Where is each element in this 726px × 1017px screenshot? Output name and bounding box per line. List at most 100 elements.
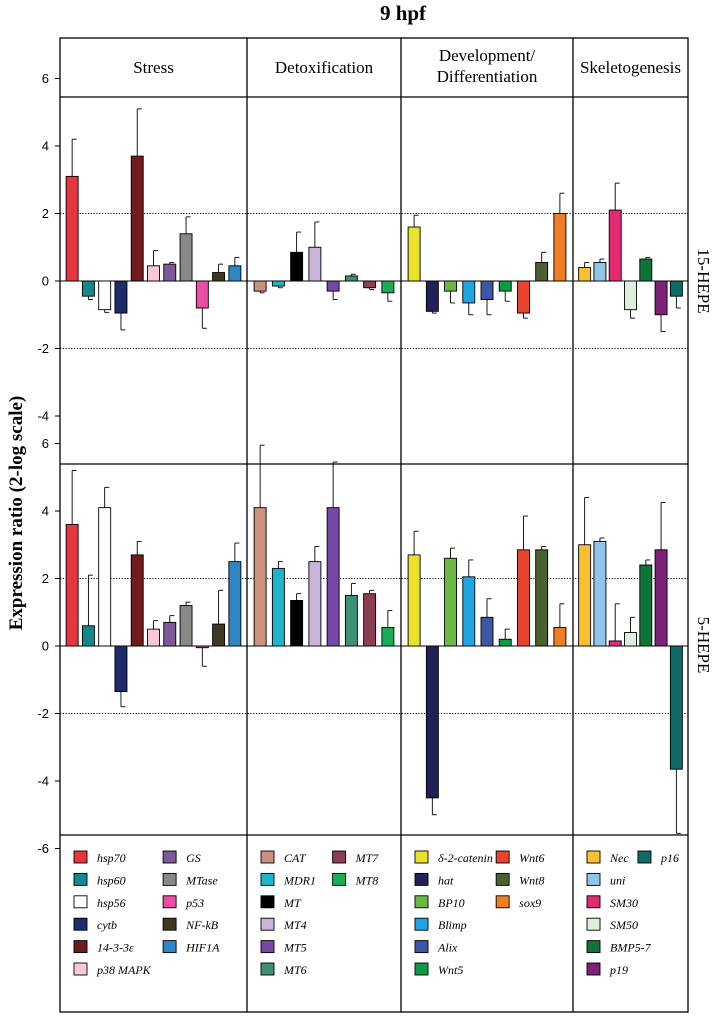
- legend-swatch: [586, 850, 601, 864]
- bar-wnt5: [498, 638, 512, 647]
- bar-nf-kb: [212, 623, 226, 647]
- legend-swatch: [260, 962, 275, 976]
- legend-swatch: [332, 850, 347, 864]
- y-axis-label: Expression ratio (2-log scale): [6, 396, 27, 631]
- bar-mt5: [326, 507, 340, 647]
- bar-hif1a: [228, 561, 242, 647]
- bar-hsp70: [65, 175, 79, 282]
- bar-wnt5: [498, 280, 512, 292]
- bar-cytb: [114, 280, 128, 314]
- bar-mt7: [363, 280, 377, 289]
- category-label: Stress: [133, 58, 174, 77]
- chart-title: 9 hpf: [380, 1, 427, 25]
- legend-label: MT5: [283, 941, 307, 955]
- bar-mt5: [326, 280, 340, 292]
- category-label: Differentiation: [437, 67, 538, 86]
- legend-swatch: [495, 850, 510, 864]
- y-tick-label: -2: [37, 341, 49, 356]
- bar-mt8: [381, 626, 395, 647]
- legend-label: BP10: [438, 896, 465, 910]
- legend-swatch: [586, 872, 601, 886]
- bar-mtase: [179, 605, 193, 647]
- legend-label: Wnt8: [519, 873, 544, 887]
- bar-bmp5-7: [639, 564, 653, 647]
- legend-label: Alix: [437, 941, 458, 955]
- bar-cat: [253, 280, 267, 292]
- bar-p53: [195, 280, 209, 309]
- bar-bp10: [444, 557, 458, 647]
- legend-swatch: [260, 872, 275, 886]
- legend-swatch: [332, 872, 347, 886]
- bar-hif1a: [228, 265, 242, 282]
- bar-mt: [290, 251, 304, 282]
- bar-uni: [593, 540, 607, 647]
- legend-label: cytb: [97, 918, 117, 932]
- bar-sox9: [553, 626, 567, 647]
- bar-cytb: [114, 645, 128, 693]
- legend-swatch: [414, 872, 429, 886]
- legend-label: Nec: [609, 851, 629, 865]
- y-tick-label: 4: [42, 139, 49, 154]
- y-tick-label: -2: [37, 706, 49, 721]
- legend-label: δ-2-catenin: [438, 851, 493, 865]
- legend-label: MDR1: [283, 873, 316, 887]
- bar-p19: [654, 549, 668, 647]
- legend-swatch: [162, 917, 177, 931]
- legend-label: HIF1A: [185, 941, 220, 955]
- bar-p16: [669, 645, 683, 770]
- legend-swatch: [260, 917, 275, 931]
- legend-swatch: [586, 962, 601, 976]
- bar-hsp56: [98, 280, 112, 311]
- legend-swatch: [73, 962, 88, 976]
- legend-label: Blimp: [438, 918, 467, 932]
- y-tick-label: -4: [37, 774, 49, 789]
- legend-label: 14-3-3ε: [97, 941, 134, 955]
- bar-blimp: [462, 280, 476, 304]
- bar-mt6: [344, 275, 358, 282]
- bar-wnt6: [516, 280, 530, 314]
- bar-wnt8: [535, 261, 549, 282]
- y-tick-label: 6: [42, 436, 49, 451]
- legend-label: sox9: [519, 896, 541, 910]
- bar-alix: [480, 280, 494, 301]
- legend-swatch: [260, 895, 275, 909]
- bar-alix: [480, 616, 494, 647]
- bar-gs: [163, 263, 177, 282]
- y-tick-label: 0: [42, 639, 49, 654]
- treatment-label-bottom: 5-HEPE: [694, 617, 713, 674]
- bar-hsp60: [81, 625, 95, 647]
- bar-bmp5-7: [639, 258, 653, 282]
- bar-mt8: [381, 280, 395, 294]
- bar-mt6: [344, 594, 358, 647]
- bar-blimp: [462, 576, 476, 647]
- bar-hat: [425, 280, 439, 312]
- legend-swatch: [586, 940, 601, 954]
- legend-swatch: [260, 940, 275, 954]
- bar-sm30: [608, 209, 622, 282]
- legend-label: CAT: [284, 851, 307, 865]
- bar-sox9: [553, 213, 567, 282]
- legend-label: p16: [660, 851, 679, 865]
- y-tick-label: 2: [42, 206, 49, 221]
- legend-swatch: [73, 895, 88, 909]
- bar--2-catenin: [407, 554, 421, 647]
- bar-p38-mapk: [147, 628, 160, 647]
- bar-14-3-3-: [130, 155, 144, 282]
- bar-cat: [253, 507, 267, 647]
- legend-swatch: [414, 962, 429, 976]
- legend-label: BMP5-7: [610, 941, 652, 955]
- legend-label: p38 MAPK: [96, 963, 152, 977]
- bar-hsp70: [65, 524, 79, 647]
- legend-swatch: [260, 850, 275, 864]
- bar-hat: [425, 645, 439, 799]
- legend-swatch: [414, 917, 429, 931]
- y-tick-label: 4: [42, 504, 49, 519]
- bar-nec: [578, 267, 592, 282]
- legend-label: SM30: [610, 896, 638, 910]
- legend-swatch: [414, 895, 429, 909]
- legend-swatch: [637, 850, 652, 864]
- legend-swatch: [73, 917, 88, 931]
- category-label: Detoxification: [275, 58, 374, 77]
- y-tick-label: 0: [42, 274, 49, 289]
